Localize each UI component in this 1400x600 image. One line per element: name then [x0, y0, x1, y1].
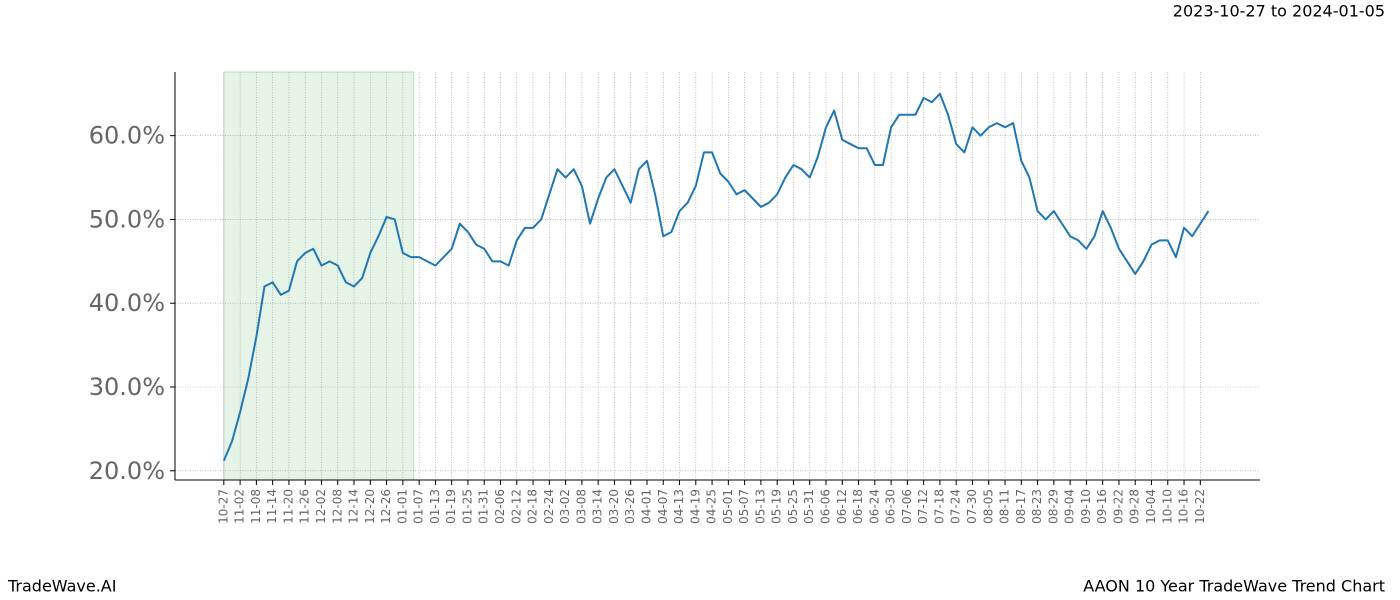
x-tick-label: 08-11: [998, 489, 1012, 524]
x-tick-label: 01-25: [460, 489, 474, 524]
x-tick-label: 12-14: [347, 489, 361, 524]
x-tick-label: 04-07: [656, 489, 670, 524]
x-tick-label: 08-23: [1030, 489, 1044, 524]
x-tick-label: 03-02: [558, 489, 572, 524]
x-tick-label: 05-19: [770, 489, 784, 524]
chart-subtitle: AAON 10 Year TradeWave Trend Chart: [1083, 577, 1385, 596]
x-tick-label: 08-29: [1046, 489, 1060, 524]
x-tick-label: 09-04: [1063, 489, 1077, 524]
x-tick-label: 08-17: [1014, 489, 1028, 524]
x-tick-label: 04-25: [705, 489, 719, 524]
y-tick-label: 20.0%: [89, 457, 165, 485]
x-tick-label: 03-08: [574, 489, 588, 524]
x-tick-label: 09-16: [1095, 489, 1109, 524]
x-tick-label: 10-16: [1177, 489, 1191, 524]
x-tick-label: 01-19: [444, 489, 458, 524]
y-tick-label: 50.0%: [89, 205, 165, 233]
x-tick-label: 05-07: [737, 489, 751, 524]
x-tick-label: 12-26: [379, 489, 393, 524]
x-tick-label: 05-25: [786, 489, 800, 524]
x-tick-label: 06-30: [884, 489, 898, 524]
y-tick-label: 30.0%: [89, 373, 165, 401]
x-tick-label: 07-24: [949, 489, 963, 524]
x-tick-label: 09-10: [1079, 489, 1093, 524]
trend-line: [222, 92, 1210, 462]
x-tick-label: 03-20: [607, 489, 621, 524]
x-tick-label: 09-28: [1128, 489, 1142, 524]
x-tick-label: 11-14: [265, 489, 279, 524]
x-tick-label: 06-12: [835, 489, 849, 524]
x-tick-label: 07-12: [916, 489, 930, 524]
highlight-band: [223, 71, 415, 481]
x-tick-label: 06-24: [867, 489, 881, 524]
x-tick-label: 07-06: [900, 489, 914, 524]
x-tick-label: 01-13: [428, 489, 442, 524]
x-tick-label: 10-10: [1160, 489, 1174, 524]
x-tick-label: 11-08: [249, 489, 263, 524]
x-tick-label: 05-31: [802, 489, 816, 524]
x-tick-label: 06-18: [851, 489, 865, 524]
x-tick-label: 04-01: [639, 489, 653, 524]
x-tick-label: 12-02: [314, 489, 328, 524]
x-tick-label: 10-04: [1144, 489, 1158, 524]
x-tick-label: 12-20: [363, 489, 377, 524]
x-tick-label: 11-20: [281, 489, 295, 524]
x-tick-label: 10-27: [216, 489, 230, 524]
y-tick-label: 40.0%: [89, 289, 165, 317]
x-tick-label: 12-08: [330, 489, 344, 524]
x-tick-label: 04-19: [688, 489, 702, 524]
x-tick-label: 02-12: [509, 489, 523, 524]
x-tick-label: 02-18: [526, 489, 540, 524]
x-tick-label: 09-22: [1111, 489, 1125, 524]
x-tick-label: 03-14: [591, 489, 605, 524]
x-tick-label: 05-13: [753, 489, 767, 524]
x-tick-label: 03-26: [623, 489, 637, 524]
date-range: 2023-10-27 to 2024-01-05: [1173, 2, 1385, 21]
x-tick-label: 02-06: [493, 489, 507, 524]
x-tick-label: 01-01: [395, 489, 409, 524]
x-tick-label: 01-07: [412, 489, 426, 524]
x-tick-label: 06-06: [819, 489, 833, 524]
y-tick-label: 60.0%: [89, 122, 165, 150]
x-tick-label: 11-02: [233, 489, 247, 524]
x-tick-label: 10-22: [1193, 489, 1207, 524]
x-tick-label: 01-31: [477, 489, 491, 524]
brand: TradeWave.AI: [7, 577, 116, 596]
x-tick-label: 07-30: [965, 489, 979, 524]
x-tick-label: 11-26: [298, 489, 312, 524]
x-tick-label: 05-01: [721, 489, 735, 524]
x-tick-label: 07-18: [932, 489, 946, 524]
x-tick-label: 08-05: [981, 489, 995, 524]
x-tick-label: 04-13: [672, 489, 686, 524]
x-tick-label: 02-24: [542, 489, 556, 524]
